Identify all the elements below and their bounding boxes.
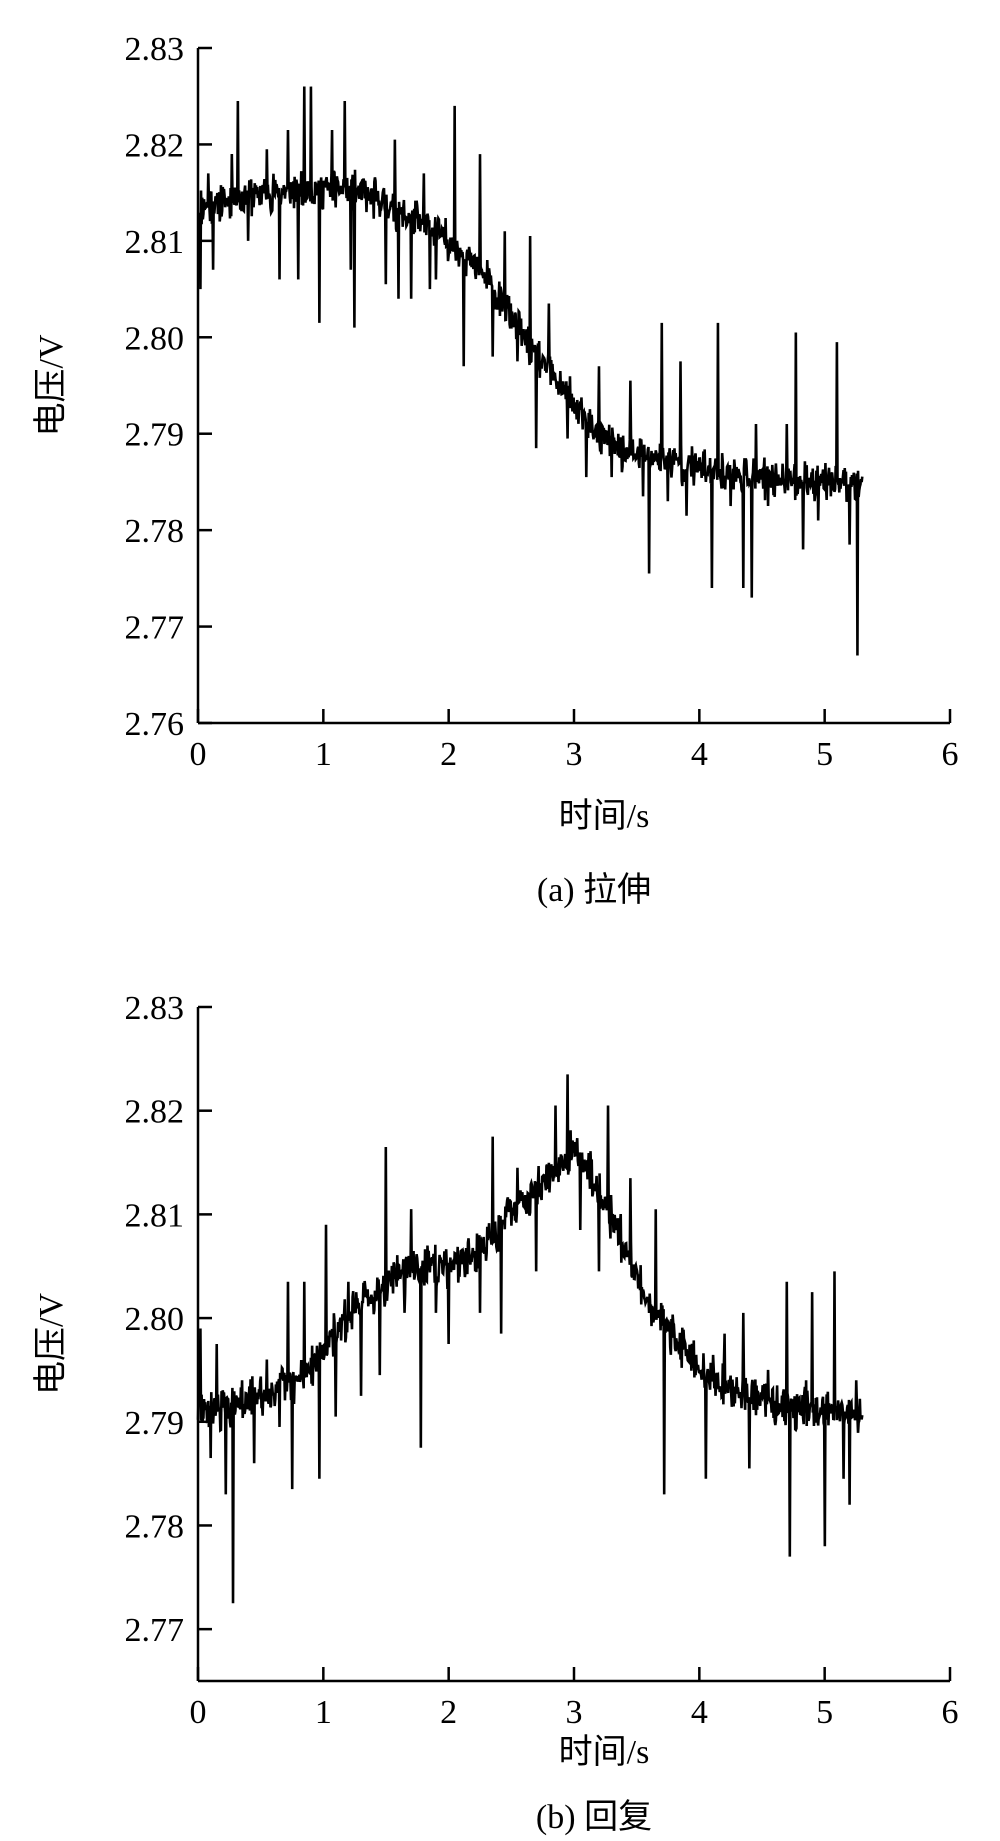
voltage-series-line [196,1074,864,1604]
chart-a-svg: 电压/V 时间/s (a) 拉伸 0 1 2 3 4 5 6 2.76 2.77 2.78 2.79… [32,31,959,909]
x-axis-title: 时间/s [559,1734,650,1771]
y-tick-label: 2.80 [125,1301,185,1338]
x-axis-title: 时间/s [559,798,650,835]
y-tick-label: 2.77 [125,1612,185,1649]
y-axis-title: 电压/V [32,1293,70,1395]
y-tick-label: 2.79 [125,1405,185,1442]
x-tick-label: 2 [440,1694,457,1731]
y-tick-label: 2.80 [125,320,185,357]
x-tick-label: 4 [691,1694,708,1731]
y-tick-label: 2.78 [125,513,185,550]
y-axis-title-group: 电压/V [32,334,70,436]
x-tick-label: 4 [691,736,708,773]
x-tick-label: 6 [942,1694,959,1731]
chart-caption: (b) 回复 [536,1798,652,1836]
y-tick-label: 2.83 [125,31,185,68]
y-tick-label: 2.76 [125,706,185,743]
x-tick-label: 3 [566,1694,583,1731]
x-tick-label: 1 [315,736,332,773]
y-tick-label: 2.81 [125,224,185,261]
chart-panel-a: 电压/V 时间/s (a) 拉伸 0 1 2 3 4 5 6 2.76 2.77 2.78 2.79… [0,0,1000,920]
y-axis-title-group: 电压/V [32,1293,70,1395]
y-tick-label: 2.82 [125,127,185,164]
x-tick-label: 0 [190,736,207,773]
y-tick-label: 2.82 [125,1094,185,1131]
y-tick-label: 2.79 [125,417,185,454]
y-tick-label: 2.78 [125,1508,185,1545]
y-tick-label: 2.77 [125,610,185,647]
y-tick-label: 2.83 [125,990,185,1027]
x-tick-label: 0 [190,1694,207,1731]
x-tick-label: 3 [566,736,583,773]
x-tick-label: 5 [816,1694,833,1731]
x-tick-label: 5 [816,736,833,773]
x-tick-label: 1 [315,1694,332,1731]
voltage-series-line [197,86,864,656]
y-tick-label: 2.81 [125,1197,185,1234]
chart-panel-b: 电压/V 时间/s (b) 回复 0 1 2 3 4 5 6 2.77 2.78 2.79 2.80… [0,921,1000,1841]
chart-caption: (a) 拉伸 [537,871,651,909]
x-tick-label: 6 [942,736,959,773]
x-tick-label: 2 [440,736,457,773]
chart-b-svg: 电压/V 时间/s (b) 回复 0 1 2 3 4 5 6 2.77 2.78 2.79 2.80… [32,990,959,1836]
y-axis-title: 电压/V [32,334,70,436]
